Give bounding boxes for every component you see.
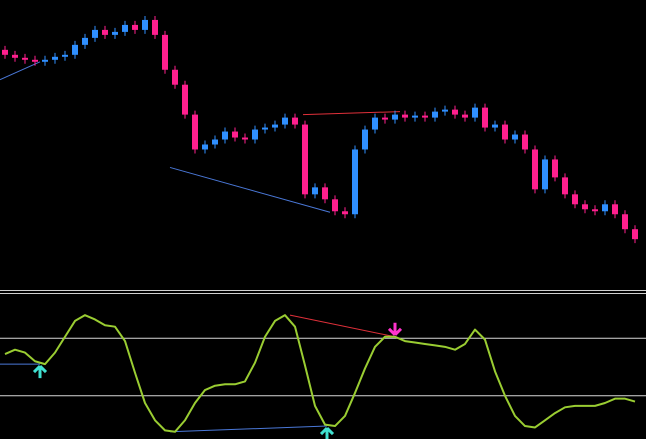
candle-body	[402, 114, 408, 118]
candle-body	[602, 204, 608, 212]
trend-line	[169, 166, 331, 213]
candle-body	[362, 129, 368, 150]
candle-body	[302, 124, 308, 195]
candle-body	[582, 204, 588, 210]
candle-body	[82, 37, 88, 45]
candle-body	[12, 54, 18, 58]
candle-body	[32, 59, 38, 62]
candle-body	[142, 19, 148, 30]
candle-body	[452, 109, 458, 115]
candle-body	[222, 131, 228, 140]
candle-body	[562, 177, 568, 195]
candle-body	[372, 117, 378, 130]
candle-body	[2, 49, 8, 55]
candle-body	[102, 29, 108, 35]
candle-body	[472, 107, 478, 118]
candle-body	[122, 24, 128, 32]
candle-body	[432, 111, 438, 118]
candle-body	[342, 211, 348, 215]
candle-body	[512, 134, 518, 140]
candle-body	[272, 124, 278, 128]
trend-line	[0, 61, 41, 81]
candle-body	[532, 149, 538, 190]
candle-body	[212, 139, 218, 145]
candle-body	[202, 144, 208, 150]
candle-body	[442, 109, 448, 112]
candle-body	[262, 127, 268, 130]
candle-body	[622, 214, 628, 230]
candle-body	[152, 19, 158, 35]
candle-body	[42, 59, 48, 62]
candle-body	[92, 29, 98, 38]
signal-arrow	[387, 322, 403, 336]
candle-body	[252, 129, 258, 140]
candle-body	[382, 117, 388, 120]
candle-body	[522, 134, 528, 150]
candle-body	[352, 149, 358, 215]
candle-body	[22, 57, 28, 60]
candle-body	[232, 131, 238, 138]
candle-body	[162, 34, 168, 70]
candle-body	[172, 69, 178, 85]
candle-body	[62, 54, 68, 57]
candle-body	[322, 187, 328, 200]
candle-body	[332, 199, 338, 212]
candle-body	[392, 114, 398, 120]
trend-line	[289, 314, 396, 338]
candle-body	[292, 117, 298, 125]
candle-body	[182, 84, 188, 115]
trend-line	[169, 425, 328, 433]
candle-body	[312, 187, 318, 195]
candle-body	[242, 137, 248, 140]
signal-arrow	[319, 426, 335, 439]
trend-line	[302, 111, 401, 116]
candle-body	[552, 159, 558, 178]
candle-body	[492, 124, 498, 128]
candle-body	[572, 194, 578, 205]
oscillator-line	[4, 314, 636, 433]
candle-body	[462, 114, 468, 118]
candle-body	[632, 229, 638, 240]
signal-arrow	[32, 365, 48, 379]
candle-body	[482, 107, 488, 128]
candle-body	[52, 56, 58, 60]
candle-body	[502, 124, 508, 140]
candle-body	[72, 44, 78, 55]
candle-body	[542, 159, 548, 190]
candle-body	[592, 209, 598, 212]
candle-body	[422, 115, 428, 118]
candle-body	[282, 117, 288, 125]
candle-body	[132, 24, 138, 30]
candle-body	[192, 114, 198, 150]
candle-body	[412, 115, 418, 118]
candle-body	[612, 204, 618, 215]
candle-body	[112, 31, 118, 35]
